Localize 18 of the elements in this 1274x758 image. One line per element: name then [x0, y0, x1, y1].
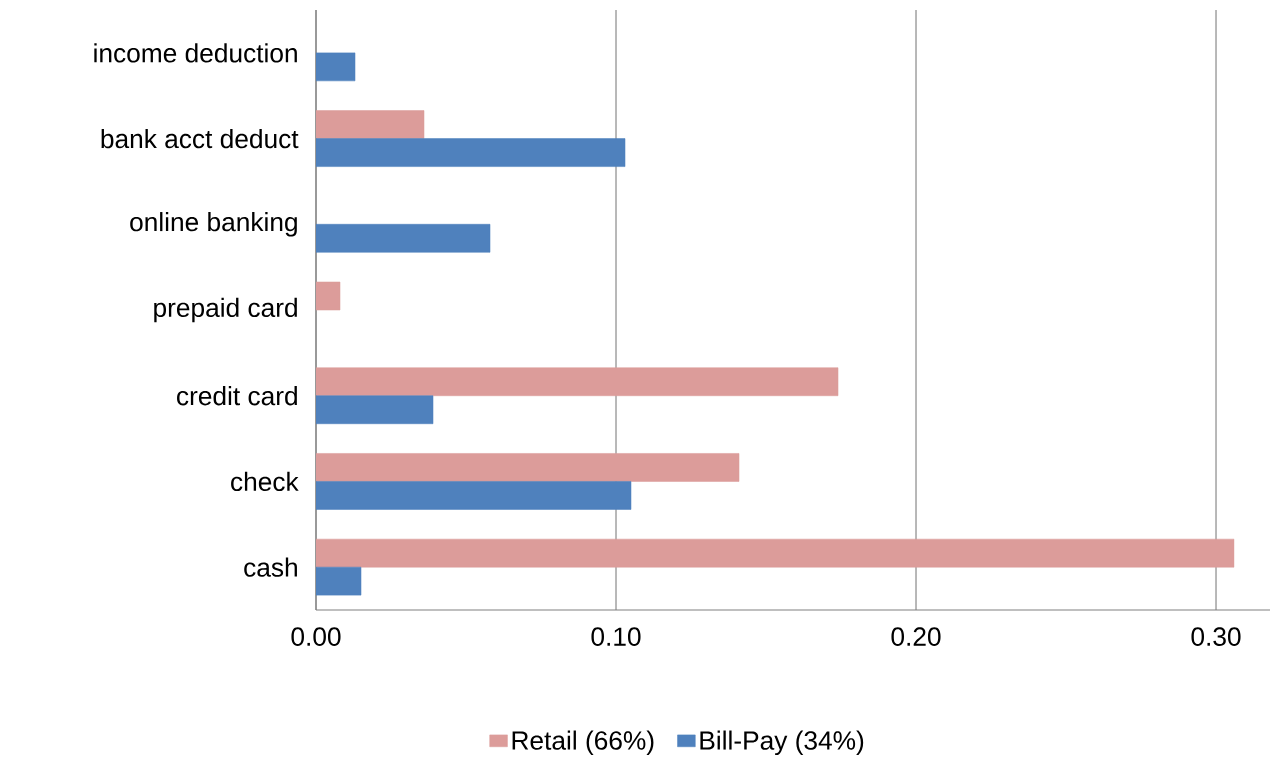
y-tick-label: credit card	[177, 386, 297, 406]
x-tick-label: 0.10	[591, 627, 641, 646]
y-tick-label: cash	[244, 557, 297, 577]
x-tick-label: 0.30	[1191, 627, 1241, 646]
x-tick-label: 0.20	[891, 627, 941, 646]
bar	[316, 110, 425, 139]
y-tick-label: online banking	[130, 212, 297, 237]
bar	[316, 367, 839, 396]
bar	[316, 281, 341, 311]
y-tick-label: bank acct deduct	[101, 128, 299, 149]
bar	[316, 538, 1235, 568]
legend-label: Bill-Pay (34%)	[700, 730, 864, 756]
x-tick-label: 0.00	[291, 627, 341, 646]
y-tick-label: income deduction	[94, 43, 297, 63]
y-tick-label: prepaid card	[154, 297, 297, 323]
bar	[316, 453, 740, 482]
y-tick-label: check	[231, 471, 299, 492]
legend-label: Retail (66%)	[512, 730, 654, 756]
